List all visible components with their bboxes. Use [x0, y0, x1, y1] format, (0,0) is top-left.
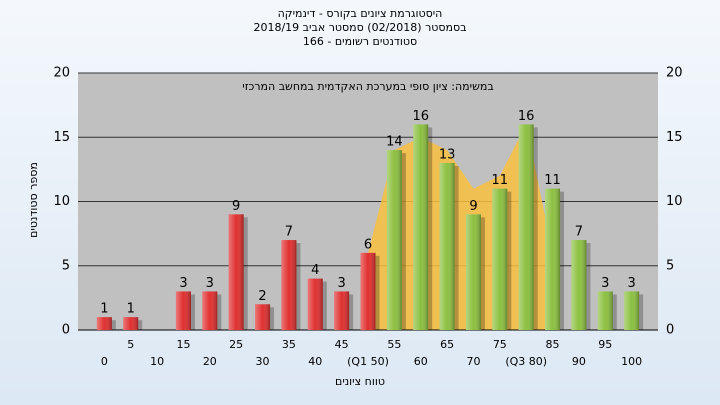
annotation: במשימה: ציון סופי במערכת האקדמית במחשב ה… [242, 80, 493, 93]
data-label: 1 [100, 302, 108, 317]
bar-shade [492, 188, 508, 330]
x-tick-label: 70 [466, 355, 480, 368]
x-tick-label: 20 [203, 355, 217, 368]
data-label: 16 [412, 109, 429, 124]
data-label: 3 [179, 276, 187, 291]
data-label: 14 [386, 135, 403, 150]
bar-shade [96, 317, 112, 330]
data-label: 3 [206, 276, 214, 291]
y-axis-label: מספר סטודנטים [27, 162, 40, 238]
y-tick-label: 20 [53, 66, 70, 81]
bar-shade [281, 240, 297, 330]
x-tick-label: 25 [229, 338, 243, 351]
y2-tick-label: 15 [666, 130, 683, 145]
y2-tick-label: 20 [666, 66, 683, 81]
x-tick-label: 45 [335, 338, 349, 351]
data-label: 11 [544, 173, 561, 188]
x-tick-label: 15 [176, 338, 190, 351]
data-label: 16 [518, 109, 535, 124]
data-label: 11 [492, 173, 509, 188]
x-tick-label: 10 [150, 355, 164, 368]
x-tick-label: 90 [572, 355, 586, 368]
bar-shade [307, 278, 323, 330]
title-line: היסטוגרמת ציונים בקורס - דינמיקה [278, 7, 443, 20]
data-label: 3 [601, 276, 609, 291]
bar-shade [175, 291, 191, 330]
x-tick-label: 100 [621, 355, 642, 368]
y-tick-label: 15 [53, 130, 70, 145]
data-label: 9 [469, 199, 477, 214]
x-tick-label: 5 [127, 338, 134, 351]
x-tick-label: 95 [598, 338, 612, 351]
data-label: 1 [127, 302, 135, 317]
x-tick-label: (Q1 50) [347, 355, 389, 368]
bar-shade [255, 304, 271, 330]
data-label: 9 [232, 199, 240, 214]
x-tick-label: 0 [101, 355, 108, 368]
x-axis-label: טווח ציונים [335, 375, 385, 388]
data-label: 3 [337, 276, 345, 291]
x-tick-label: 75 [493, 338, 507, 351]
bar-shade [334, 291, 350, 330]
y-tick-label: 10 [53, 194, 70, 209]
y2-tick-label: 0 [666, 323, 674, 338]
data-label: 6 [364, 237, 372, 252]
data-label: 4 [311, 263, 319, 278]
data-label: 7 [575, 225, 583, 240]
bar-shade [386, 150, 402, 330]
bar-shade [518, 124, 534, 331]
bar-shade [545, 188, 561, 330]
bar-shade [360, 252, 376, 330]
bar-shade [439, 162, 455, 330]
bar-shade [228, 214, 244, 330]
x-tick-label: 40 [308, 355, 322, 368]
bar-shade [624, 291, 640, 330]
bar-shade [413, 124, 429, 331]
y-tick-label: 0 [62, 323, 70, 338]
data-label: 3 [627, 276, 635, 291]
bar-shade [465, 214, 481, 330]
bar-shade [597, 291, 613, 330]
title-line: בסמסטר (02/2018) סמסטר אביב 2018/19 [253, 21, 466, 34]
y-tick-label: 5 [62, 258, 70, 273]
title-line: סטודנטים רשומים - 166 [303, 35, 417, 48]
x-tick-label: (Q3 80) [505, 355, 547, 368]
y2-tick-label: 10 [666, 194, 683, 209]
x-tick-label: 65 [440, 338, 454, 351]
x-tick-label: 30 [256, 355, 270, 368]
y2-tick-label: 5 [666, 258, 674, 273]
bar-shade [571, 240, 587, 330]
x-tick-label: 60 [414, 355, 428, 368]
data-label: 13 [439, 147, 456, 162]
bar-shade [123, 317, 139, 330]
bar-shade [202, 291, 218, 330]
x-tick-label: 35 [282, 338, 296, 351]
x-tick-label: 55 [387, 338, 401, 351]
x-tick-label: 85 [546, 338, 560, 351]
data-label: 7 [285, 225, 293, 240]
data-label: 2 [258, 289, 266, 304]
